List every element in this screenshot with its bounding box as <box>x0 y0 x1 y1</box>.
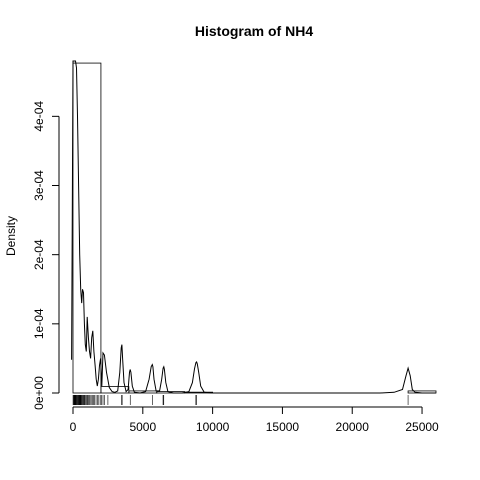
y-tick-label-3: 3e-04 <box>32 170 46 201</box>
y-tick-label-1: 1e-04 <box>32 308 46 339</box>
histogram-bar-1 <box>100 386 130 394</box>
y-axis-label: Density <box>4 216 18 256</box>
y-tick-label-4: 4e-04 <box>32 101 46 132</box>
density-curve-layer <box>71 60 436 394</box>
x-tick-label-5: 25000 <box>405 420 439 434</box>
y-tick-label-0: 0e+00 <box>32 376 46 410</box>
x-tick-label-4: 20000 <box>336 420 370 434</box>
x-tick-label-3: 15000 <box>266 420 300 434</box>
chart-title: Histogram of NH4 <box>195 23 313 39</box>
x-tick-label-2: 10000 <box>196 420 230 434</box>
rug-marks <box>72 395 409 405</box>
histogram-bars <box>72 62 437 394</box>
y-tick-label-2: 2e-04 <box>32 239 46 270</box>
x-tick-label-1: 5000 <box>129 420 156 434</box>
x-axis: 0 5000 10000 15000 20000 25000 <box>70 406 439 434</box>
x-tick-label-0: 0 <box>70 420 77 434</box>
histogram-bar-0 <box>72 62 102 394</box>
density-curve <box>71 60 436 394</box>
y-axis: 0e+00 1e-04 2e-04 3e-04 4e-04 <box>32 101 60 410</box>
